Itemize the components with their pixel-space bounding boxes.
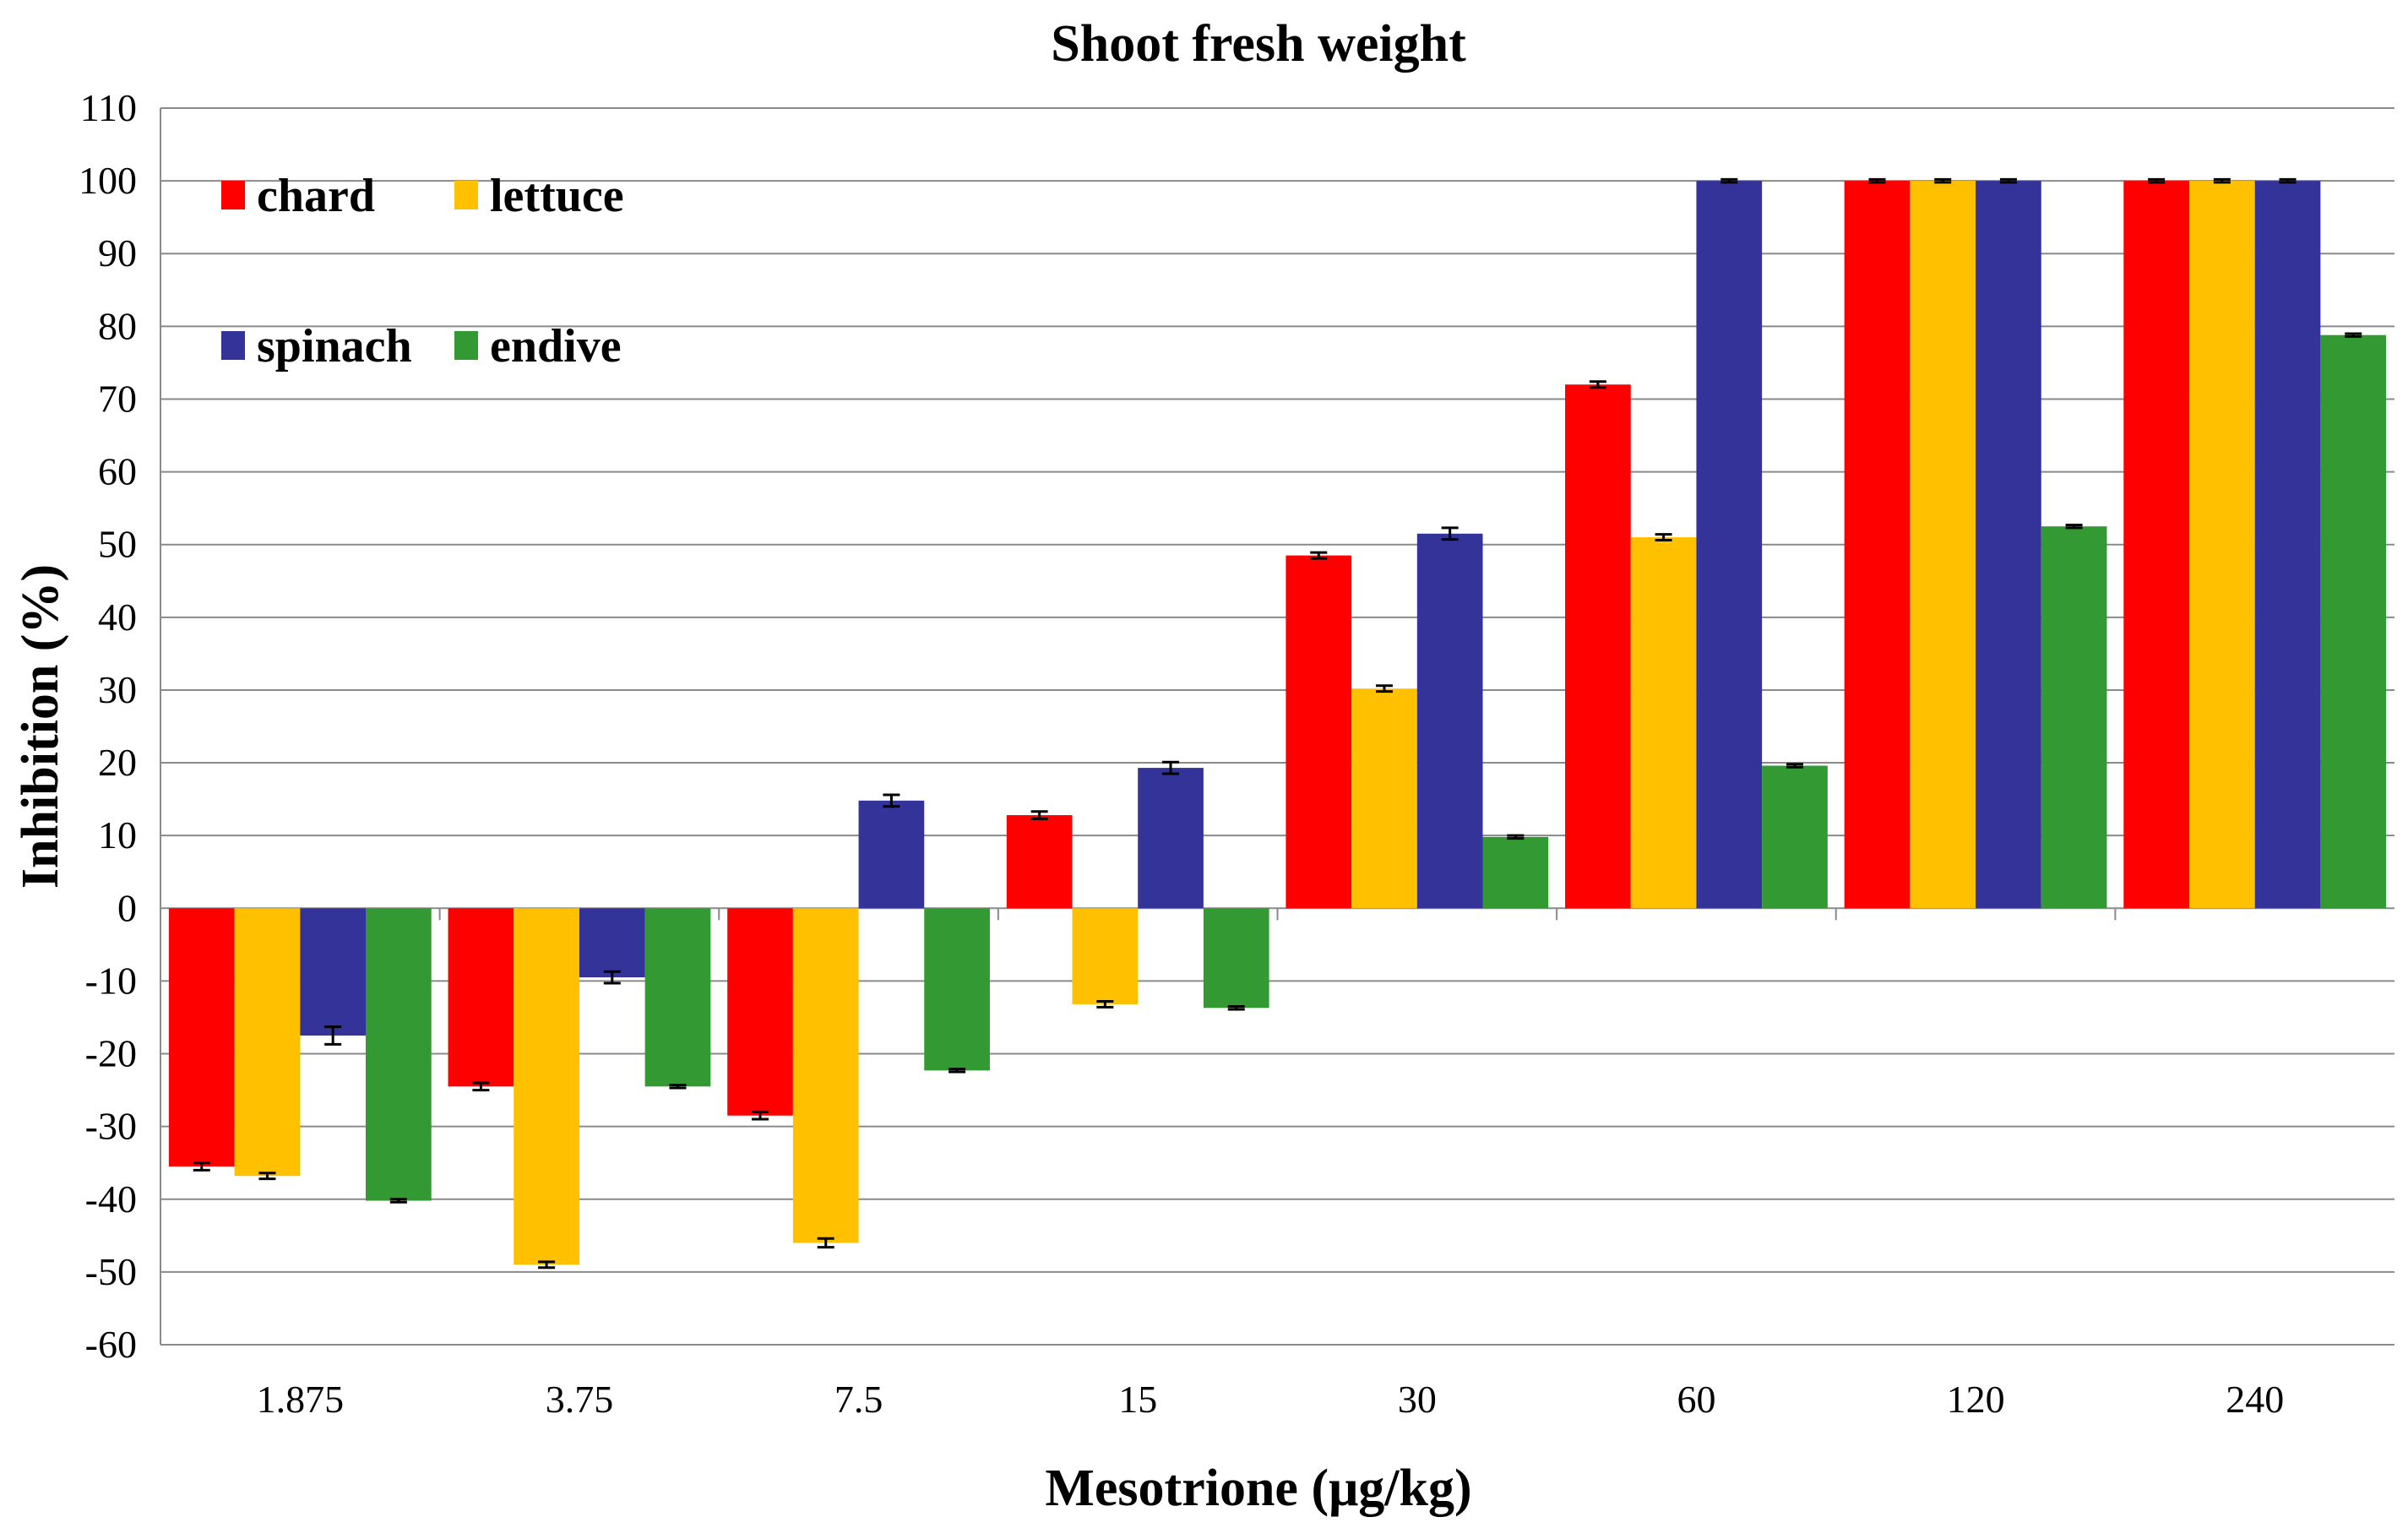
y-tick-label: -10 <box>85 959 137 1002</box>
x-tick-label: 30 <box>1398 1378 1437 1421</box>
legend-label-spinach: spinach <box>257 320 412 372</box>
y-tick-label: 40 <box>98 595 137 639</box>
bar-spinach-120 <box>1976 181 2041 909</box>
legend-swatch-lettuce <box>454 181 478 209</box>
bar-chard-60 <box>1565 384 1631 909</box>
error-bar-layer <box>193 177 2362 1270</box>
y-tick-label: 50 <box>98 523 137 566</box>
x-tick-label: 7.5 <box>834 1378 883 1421</box>
bar-endive-120 <box>2041 526 2107 909</box>
bar-endive-30 <box>1482 836 1549 909</box>
bar-chard-7.5 <box>727 908 793 1116</box>
bar-endive-7.5 <box>924 908 990 1071</box>
bar-lettuce-240 <box>2188 181 2255 909</box>
x-axis-title: Mesotrione (μg/kg) <box>1045 1460 1471 1517</box>
y-tick-label: 0 <box>117 886 137 929</box>
legend-swatch-chard <box>221 181 245 209</box>
y-tick-label: -20 <box>85 1032 137 1075</box>
y-tick-label: 60 <box>98 450 137 493</box>
y-tick-label: -40 <box>85 1177 137 1221</box>
bar-lettuce-1.875 <box>234 908 301 1177</box>
y-tick-label: 70 <box>98 377 137 420</box>
x-tick-label: 60 <box>1677 1378 1715 1421</box>
bar-endive-1.875 <box>366 908 432 1201</box>
legend-swatch-spinach <box>221 331 245 360</box>
bar-lettuce-3.75 <box>514 908 579 1265</box>
x-tick-label: 1.875 <box>257 1378 345 1421</box>
bar-chard-240 <box>2123 181 2189 909</box>
y-axis-title: Inhibition (%) <box>12 564 69 889</box>
bar-spinach-1.875 <box>300 908 367 1036</box>
bar-endive-3.75 <box>644 908 711 1087</box>
bar-spinach-15 <box>1138 768 1204 909</box>
bar-chard-3.75 <box>448 908 514 1087</box>
legend-label-lettuce: lettuce <box>490 170 624 222</box>
bar-spinach-240 <box>2254 181 2321 909</box>
bar-chard-15 <box>1006 815 1073 909</box>
x-tick-label: 240 <box>2226 1378 2284 1421</box>
bar-endive-15 <box>1203 908 1269 1009</box>
bar-lettuce-120 <box>1910 181 1976 909</box>
bar-endive-240 <box>2320 334 2387 909</box>
bar-spinach-60 <box>1696 181 1763 909</box>
legend: chard lettuce spinach endive <box>221 170 624 372</box>
bar-chard-120 <box>1844 181 1911 909</box>
chart-title: Shoot fresh weight <box>1051 15 1466 73</box>
x-tick-label: 120 <box>1947 1378 2005 1421</box>
y-tick-label: 30 <box>98 668 137 711</box>
bar-spinach-30 <box>1416 533 1483 909</box>
bar-lettuce-30 <box>1351 688 1417 909</box>
bar-lettuce-7.5 <box>792 908 859 1243</box>
x-tick-label: 15 <box>1118 1378 1157 1421</box>
y-tick-label: -50 <box>85 1250 137 1293</box>
legend-swatch-endive <box>454 331 478 360</box>
x-axis-ticks: 1.875 3.75 7.5 15 30 60 120 240 <box>257 908 2284 1421</box>
y-tick-label: -30 <box>85 1105 137 1148</box>
bar-spinach-3.75 <box>579 908 645 978</box>
bar-lettuce-60 <box>1630 537 1697 909</box>
y-tick-label: 80 <box>98 304 137 347</box>
y-tick-label: 10 <box>98 813 137 856</box>
legend-label-chard: chard <box>257 170 375 222</box>
y-tick-label: 20 <box>98 741 137 784</box>
bar-chard-30 <box>1286 555 1352 909</box>
x-tick-label: 3.75 <box>546 1378 614 1421</box>
bar-lettuce-15 <box>1072 908 1139 1004</box>
bar-spinach-7.5 <box>858 800 925 909</box>
y-tick-label: 110 <box>80 86 137 129</box>
bar-endive-60 <box>1762 765 1828 909</box>
legend-label-endive: endive <box>490 320 622 372</box>
bar-layer <box>168 181 2387 1265</box>
y-tick-label: 100 <box>79 159 137 202</box>
bar-chard-1.875 <box>168 908 235 1167</box>
y-axis-ticks: -60 -50 -40 -30 -20 -10 0 10 20 30 40 50 60 70 80 90 100… <box>79 86 137 1366</box>
y-tick-label: -60 <box>85 1323 137 1366</box>
y-tick-label: 90 <box>98 231 137 275</box>
